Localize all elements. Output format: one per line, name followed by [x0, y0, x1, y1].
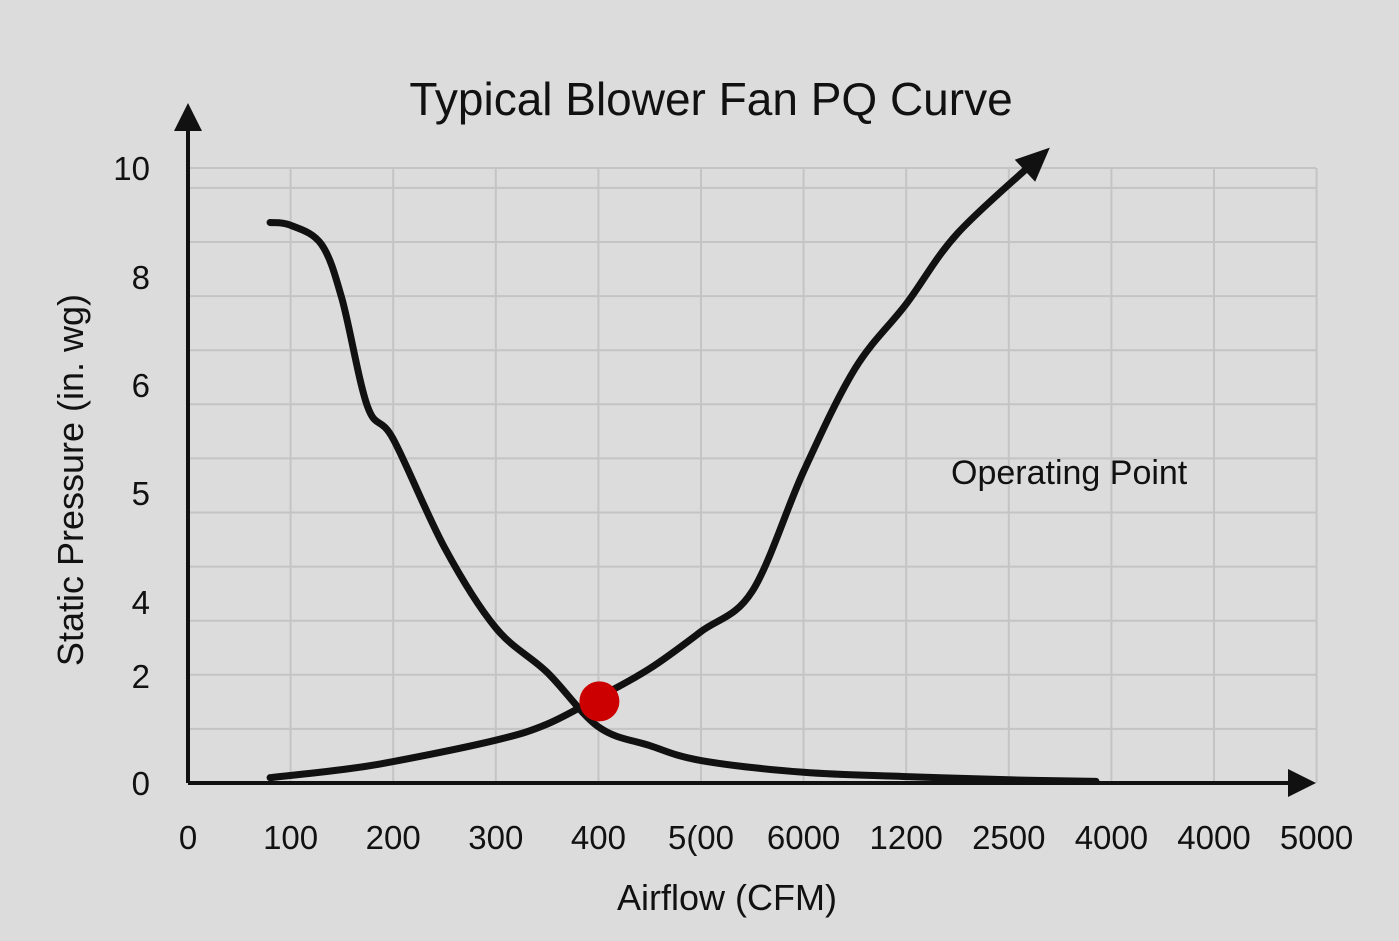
y-axis-label: Static Pressure (in. wg): [50, 294, 91, 666]
x-tick-label: 4000: [1075, 819, 1148, 856]
grid: [188, 167, 1318, 783]
y-tick-labels: 0 2 4 5 6 8 10: [113, 150, 150, 802]
x-tick-label: 300: [468, 819, 523, 856]
chart-title: Typical Blower Fan PQ Curve: [409, 73, 1012, 125]
x-tick-labels: 0 100 200 300 400 5(00 6000 1200 2500 4000 4000 500…: [179, 819, 1353, 856]
x-tick-label: 5(00: [668, 819, 734, 856]
y-tick-label: 4: [132, 584, 150, 621]
y-tick-label: 5: [132, 475, 150, 512]
fan-curve-line: [266, 219, 1100, 785]
y-tick-label: 2: [132, 658, 150, 695]
x-tick-label: 4000: [1177, 819, 1250, 856]
axes: [174, 103, 1316, 797]
x-tick-label: 0: [179, 819, 197, 856]
x-tick-label: 100: [263, 819, 318, 856]
x-tick-label: 5000: [1280, 819, 1353, 856]
operating-point-annotation: Operating Point: [951, 454, 1188, 492]
series: [266, 147, 1100, 785]
y-tick-label: 8: [132, 259, 150, 296]
x-axis-arrow: [1288, 769, 1316, 797]
operating-point-marker: [579, 681, 620, 722]
y-tick-label: 10: [113, 150, 150, 187]
x-tick-label: 2500: [972, 819, 1045, 856]
y-tick-label: 0: [132, 765, 150, 802]
system-curve-line: [266, 153, 1044, 782]
system-curve-arrowhead: [1014, 147, 1050, 182]
y-tick-label: 6: [132, 367, 150, 404]
x-tick-label: 6000: [767, 819, 840, 856]
x-axis-label: Airflow (CFM): [617, 877, 837, 918]
y-axis-arrow: [174, 103, 202, 131]
x-tick-label: 200: [366, 819, 421, 856]
x-tick-label: 400: [571, 819, 626, 856]
x-tick-label: 1200: [869, 819, 942, 856]
markers: [579, 681, 620, 722]
